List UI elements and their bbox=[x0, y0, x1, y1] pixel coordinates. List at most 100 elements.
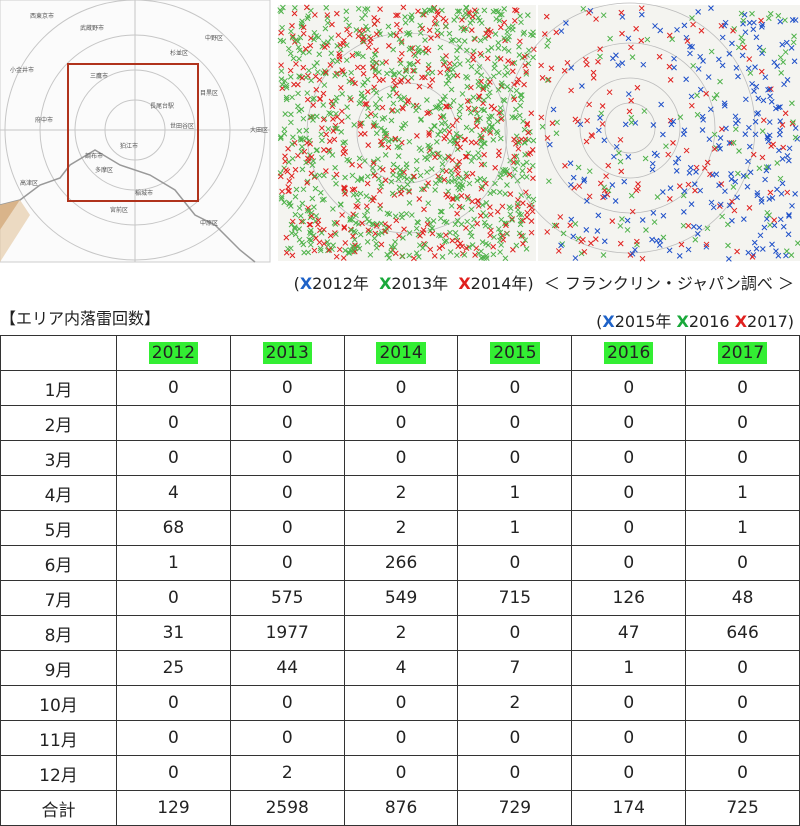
year-header: 2017 bbox=[685, 335, 800, 371]
table-row: 4月 4 0 2 1 0 1 bbox=[0, 475, 800, 511]
legend-label: 2016 bbox=[688, 312, 730, 331]
count-cell: 0 bbox=[685, 685, 800, 721]
count-cell: 0 bbox=[571, 510, 687, 546]
count-cell: 1 bbox=[457, 510, 573, 546]
count-cell: 129 bbox=[116, 790, 231, 826]
month-label: 12月 bbox=[0, 755, 117, 791]
count-cell: 0 bbox=[457, 370, 573, 406]
count-cell: 2 bbox=[343, 615, 459, 651]
map-place-label: 中原区 bbox=[200, 219, 218, 227]
count-cell: 0 bbox=[116, 685, 231, 721]
count-cell: 0 bbox=[571, 545, 687, 581]
count-cell: 2 bbox=[343, 510, 459, 546]
strike-map-2012-2014 bbox=[277, 4, 537, 262]
table-row: 9月 25 44 4 7 1 0 bbox=[0, 650, 800, 686]
count-cell: 0 bbox=[685, 370, 800, 406]
count-cell: 0 bbox=[229, 545, 345, 581]
legend-2012-2014: (X2012年 X2013年 X2014年) ＜ フランクリン・ジャパン調べ ＞ bbox=[293, 274, 794, 293]
legend-label: 2012年 bbox=[312, 274, 369, 293]
count-cell: 1 bbox=[116, 545, 231, 581]
legend-mark-blue: X bbox=[299, 274, 313, 293]
map-place-label: 宮前区 bbox=[110, 206, 128, 214]
count-cell: 0 bbox=[457, 755, 573, 791]
count-cell: 725 bbox=[685, 790, 800, 826]
count-cell: 2 bbox=[457, 685, 573, 721]
count-cell: 0 bbox=[685, 650, 800, 686]
table-header-row: 2012 2013 2014 2015 2016 2017 bbox=[0, 335, 800, 371]
legend-mark-green: X bbox=[379, 274, 392, 293]
table-row: 8月 31 1977 2 0 47 646 bbox=[0, 615, 800, 651]
count-cell: 0 bbox=[116, 370, 231, 406]
year-header: 2015 bbox=[457, 335, 573, 371]
count-cell: 0 bbox=[571, 370, 687, 406]
count-cell: 25 bbox=[116, 650, 231, 686]
count-cell: 575 bbox=[229, 580, 345, 616]
month-label: 1月 bbox=[0, 370, 117, 406]
count-cell: 4 bbox=[343, 650, 459, 686]
count-cell: 0 bbox=[229, 440, 345, 476]
count-cell: 174 bbox=[571, 790, 687, 826]
count-cell: 47 bbox=[571, 615, 687, 651]
legend-label: 2017) bbox=[747, 312, 794, 331]
month-label: 3月 bbox=[0, 440, 117, 476]
count-cell: 0 bbox=[571, 685, 687, 721]
count-cell: 0 bbox=[571, 405, 687, 441]
table-row: 5月 68 0 2 1 0 1 bbox=[0, 510, 800, 546]
table-row: 10月 0 0 0 2 0 0 bbox=[0, 685, 800, 721]
count-cell: 126 bbox=[571, 580, 687, 616]
table-title: 【エリア内落雷回数】 bbox=[0, 309, 161, 328]
table-row: 2月 0 0 0 0 0 0 bbox=[0, 405, 800, 441]
count-cell: 68 bbox=[116, 510, 231, 546]
map-place-label: 多摩区 bbox=[95, 166, 113, 174]
count-cell: 1 bbox=[685, 510, 800, 546]
map-place-label: 長尾台駅 bbox=[150, 102, 174, 110]
count-cell: 1977 bbox=[229, 615, 345, 651]
count-cell: 44 bbox=[229, 650, 345, 686]
table-row: 12月 0 2 0 0 0 0 bbox=[0, 755, 800, 791]
lightning-count-table: 2012 2013 2014 2015 2016 2017 1月 0 0 0 0 0 0 2月… bbox=[0, 335, 800, 826]
strike-map-2015-2017 bbox=[504, 2, 800, 262]
target-area-box bbox=[67, 63, 199, 202]
legend-mark-red: X bbox=[734, 312, 748, 331]
count-cell: 715 bbox=[457, 580, 573, 616]
count-cell: 2 bbox=[343, 475, 459, 511]
count-cell: 0 bbox=[343, 440, 459, 476]
map-place-label: 目黒区 bbox=[200, 90, 218, 97]
legend-label: 2014年) bbox=[470, 274, 534, 293]
count-cell: 0 bbox=[685, 405, 800, 441]
count-cell: 0 bbox=[343, 685, 459, 721]
source-note: ＜ フランクリン・ジャパン調べ ＞ bbox=[543, 274, 794, 293]
count-cell: 876 bbox=[343, 790, 459, 826]
count-cell: 0 bbox=[685, 720, 800, 756]
map-place-label: 調布市 bbox=[85, 152, 103, 160]
count-cell: 4 bbox=[116, 475, 231, 511]
map-place-label: 中野区 bbox=[205, 34, 223, 42]
count-cell: 1 bbox=[685, 475, 800, 511]
count-cell: 0 bbox=[116, 580, 231, 616]
map-place-label: 小金井市 bbox=[10, 66, 34, 74]
count-cell: 0 bbox=[343, 720, 459, 756]
count-cell: 0 bbox=[685, 545, 800, 581]
count-cell: 31 bbox=[116, 615, 231, 651]
count-cell: 0 bbox=[229, 405, 345, 441]
count-cell: 646 bbox=[685, 615, 800, 651]
legend-label: 2013年 bbox=[391, 274, 449, 293]
year-header: 2016 bbox=[571, 335, 687, 371]
legend-mark-green: X bbox=[676, 312, 689, 331]
count-cell: 0 bbox=[229, 370, 345, 406]
legend-mark-red: X bbox=[458, 274, 471, 293]
month-label: 2月 bbox=[0, 405, 117, 441]
count-cell: 0 bbox=[229, 685, 345, 721]
count-cell: 0 bbox=[457, 405, 573, 441]
count-cell: 7 bbox=[457, 650, 573, 686]
count-cell: 0 bbox=[116, 720, 231, 756]
total-row: 合計 129 2598 876 729 174 725 bbox=[0, 790, 800, 826]
month-label: 合計 bbox=[0, 790, 117, 826]
map-place-label: 三鷹市 bbox=[90, 72, 108, 80]
count-cell: 549 bbox=[343, 580, 459, 616]
count-cell: 729 bbox=[457, 790, 573, 826]
month-label: 11月 bbox=[0, 720, 117, 756]
count-cell: 0 bbox=[685, 440, 800, 476]
